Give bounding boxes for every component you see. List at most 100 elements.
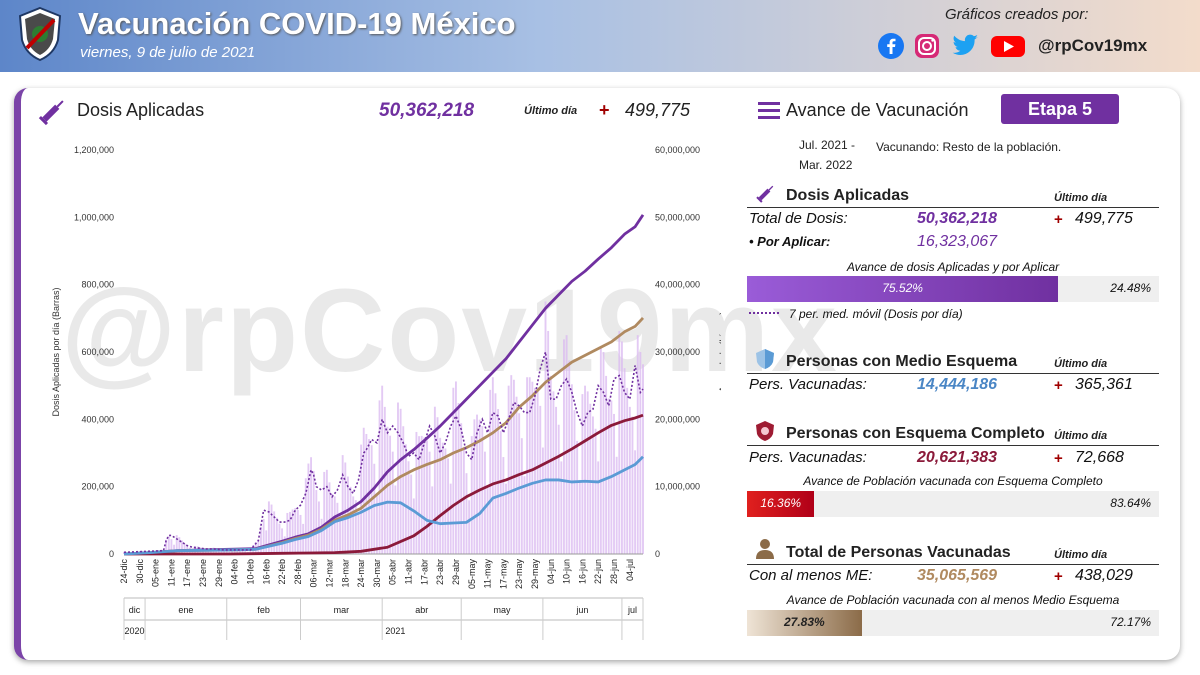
cumulative-line [123,316,645,556]
completo-label: Pers. Vacunadas: [749,449,867,466]
month-label: jul [627,605,637,615]
x-tick-label: 04-feb [230,559,240,585]
daily-dose-bar [181,540,183,554]
total-personas-rest-label: 72.17% [1110,615,1151,629]
year-label: 2021 [385,626,405,636]
daily-dose-bar [262,518,265,554]
daily-dose-bar [270,504,273,554]
x-tick-label: 22-jun [593,559,603,584]
x-tick-label: 06-mar [309,559,319,588]
por-aplicar-value: 16,323,067 [917,233,998,250]
daily-dose-bar [323,471,326,554]
daily-dose-bar [507,385,510,554]
completo-delta: 72,668 [1075,449,1124,466]
month-label: feb [257,605,270,615]
daily-dose-bar [278,523,281,554]
daily-dose-bar [444,448,447,554]
daily-dose-bar [399,408,402,554]
daily-dose-bar [531,381,534,554]
x-tick-label: 29-ene [214,559,224,587]
daily-dose-bar [354,500,357,554]
daily-dose-bar [307,463,310,554]
x-tick-label: 05-may [467,559,477,590]
daily-dose-bar [441,442,444,554]
daily-dose-bar [628,406,631,554]
y-left-tick-label: 0 [109,549,114,559]
x-tick-label: 04-jul [625,559,635,581]
daily-dose-bar [402,426,405,554]
report-date: viernes, 9 de julio de 2021 [80,44,256,61]
daily-dose-bar [460,423,463,554]
youtube-icon[interactable] [990,33,1026,59]
total-personas-value: 35,065,569 [917,567,998,584]
chart-plus-sign: + [599,100,610,120]
daily-dose-bar [183,543,186,554]
facebook-icon[interactable] [878,33,904,59]
y-right-tick-label: 60,000,000 [655,145,700,155]
x-tick-label: 11-abr [404,559,414,584]
daily-dose-bar [339,514,341,554]
daily-dose-bar [447,458,449,554]
total-personas-label: Con al menos ME: [749,567,873,584]
daily-dose-bar [631,416,634,554]
daily-dose-bar [473,419,476,554]
cumulative-line [124,413,644,556]
daily-dose-bar [584,385,586,554]
daily-dose-bar [457,403,460,554]
daily-dose-bar [602,352,605,554]
daily-dose-bar [499,430,502,554]
daily-dose-bar [494,393,497,554]
daily-dose-bar [544,301,547,554]
daily-dose-bar [173,544,175,554]
x-tick-label: 16-feb [261,559,271,585]
x-tick-label: 18-mar [340,559,350,588]
medio-ultimo-label: Último día [1054,358,1108,370]
shield-full-icon [756,421,774,441]
daily-dose-bar [375,492,378,554]
y-right-axis-title: Acumulado (Líneas) [718,312,721,393]
medio-delta: 365,361 [1075,376,1133,393]
x-tick-label: 29-may [530,559,540,590]
daily-dose-bar [283,536,286,554]
daily-dose-bar [265,530,268,554]
daily-dose-bar [175,535,178,554]
daily-dose-bar [523,476,526,554]
moving-avg-legend-line [749,312,779,314]
total-dosis-label: Total de Dosis: [749,210,848,227]
daily-dose-bar [241,550,244,554]
daily-dose-bar [491,377,494,554]
daily-dose-bar [365,433,368,554]
x-tick-label: 17-ene [182,559,192,587]
por-aplicar-label: • Por Aplicar: [749,234,831,249]
daily-dose-bar [476,414,478,554]
daily-dose-bar [534,387,536,554]
dosis-progress-bar: 75.52% 24.48% [747,276,1159,302]
month-label: jun [575,605,588,615]
daily-dose-bar [560,461,563,554]
daily-dose-bar [220,549,223,554]
daily-dose-bar [378,400,381,554]
daily-dose-bar [178,537,181,554]
daily-dose-bar [623,368,626,554]
daily-dose-bar [449,483,452,554]
daily-dose-bar [273,511,276,554]
daily-dose-bar [418,436,421,554]
daily-dose-bar [620,341,623,554]
daily-dose-bar [581,394,584,554]
x-tick-label: 05-ene [151,559,161,587]
dosis-rest-label: 24.48% [1110,281,1151,295]
instagram-icon[interactable] [914,33,940,59]
daily-dose-bar [244,550,247,554]
daily-dose-bar [452,387,455,554]
daily-dose-bar [231,548,233,554]
daily-dose-bar [249,548,252,554]
daily-dose-bar [389,435,392,554]
twitter-icon[interactable] [950,33,980,59]
menu-icon [758,102,780,119]
social-handle[interactable]: @rpCov19mx [1038,36,1148,55]
daily-dose-bar [547,330,550,554]
periodo-end: Mar. 2022 [799,158,853,172]
y-left-tick-label: 200,000 [81,482,114,492]
divider [747,207,1159,208]
daily-dose-bar [383,406,386,554]
